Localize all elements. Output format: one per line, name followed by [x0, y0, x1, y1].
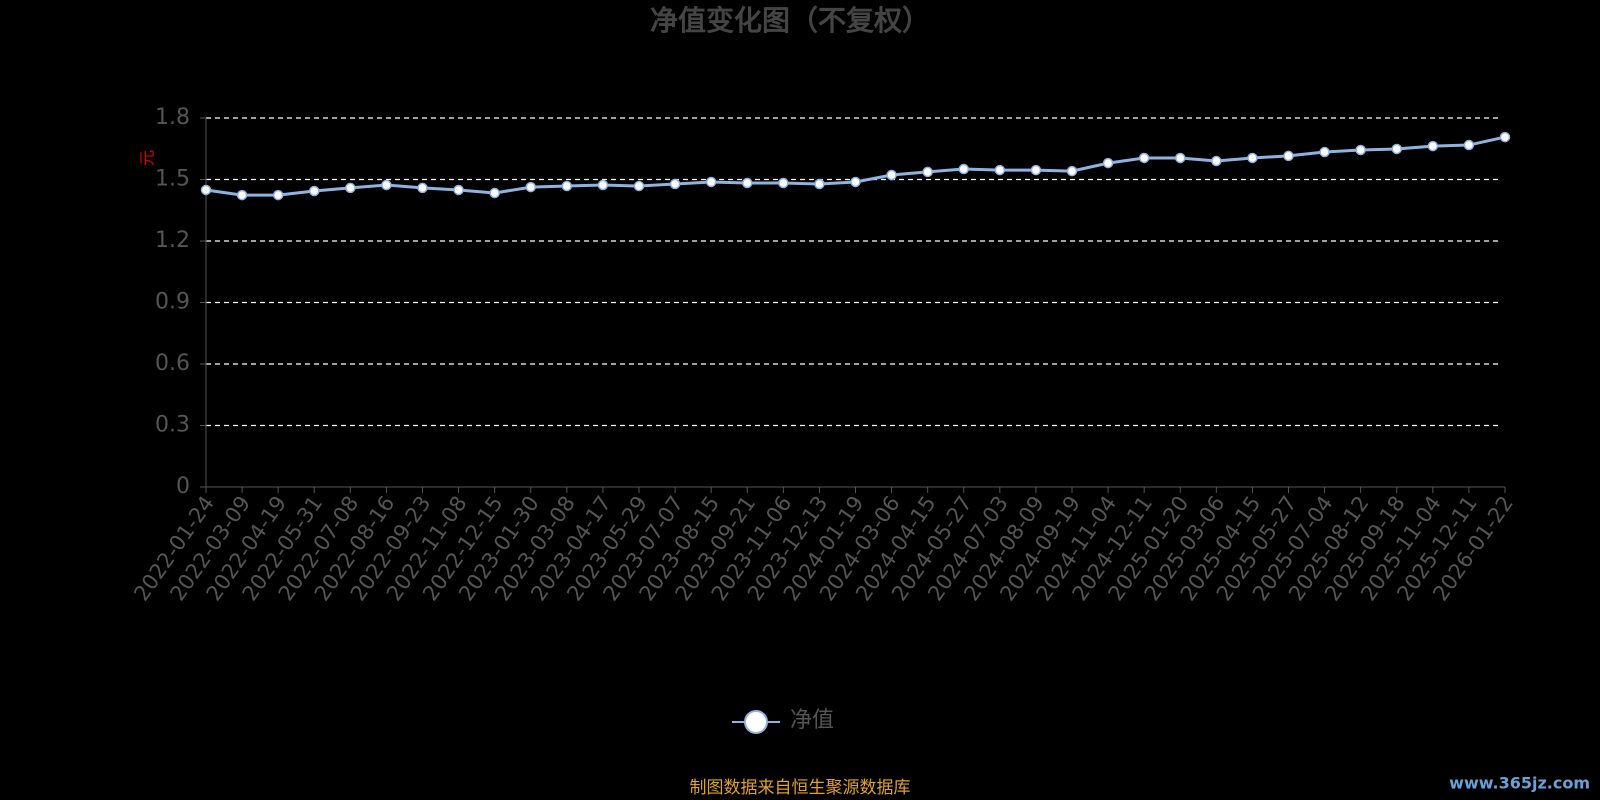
- point: [1030, 164, 1042, 176]
- point: [1102, 157, 1114, 169]
- point: [1175, 152, 1186, 164]
- y-tick-label: 0.9: [155, 290, 190, 315]
- y-tick-label: 0: [176, 474, 190, 499]
- point: [1247, 152, 1258, 164]
- point: [705, 176, 717, 188]
- y-tick-label: 1.8: [155, 105, 190, 130]
- point: [453, 184, 464, 196]
- point: [633, 180, 645, 192]
- point: [272, 189, 284, 201]
- point: [1319, 146, 1330, 158]
- point: [1138, 152, 1150, 164]
- point: [669, 178, 681, 190]
- y-axis-label: 元: [138, 150, 157, 166]
- point: [1355, 144, 1366, 156]
- point: [1427, 140, 1439, 152]
- point: [597, 179, 609, 191]
- point: [922, 166, 933, 178]
- legend-label: 净值: [790, 708, 834, 733]
- point: [345, 182, 356, 194]
- point: [381, 179, 392, 191]
- point: [778, 177, 789, 189]
- point: [886, 169, 897, 181]
- point: [814, 178, 825, 190]
- point: [561, 180, 573, 192]
- chart-title: 净值变化图（不复权）: [650, 4, 930, 37]
- point: [958, 163, 969, 175]
- y-tick-label: 1.5: [155, 167, 190, 192]
- point: [1391, 143, 1402, 155]
- legend-marker: [744, 710, 768, 734]
- point: [1066, 165, 1078, 177]
- point: [994, 164, 1006, 176]
- point: [1283, 150, 1294, 162]
- point: [417, 182, 428, 194]
- point: [200, 184, 212, 196]
- source-note: 制图数据来自恒生聚源数据库: [690, 778, 911, 798]
- point: [525, 181, 536, 193]
- watermark: www.365jz.com: [1449, 774, 1590, 793]
- y-tick-label: 1.2: [155, 228, 190, 253]
- y-tick-label: 0.3: [155, 413, 190, 438]
- point: [1211, 155, 1222, 167]
- point: [309, 185, 320, 197]
- point: [1463, 139, 1475, 151]
- point: [1499, 131, 1511, 143]
- point: [850, 176, 861, 188]
- point: [236, 189, 248, 201]
- y-tick-label: 0.6: [155, 351, 190, 376]
- point: [742, 177, 753, 189]
- point: [489, 187, 500, 199]
